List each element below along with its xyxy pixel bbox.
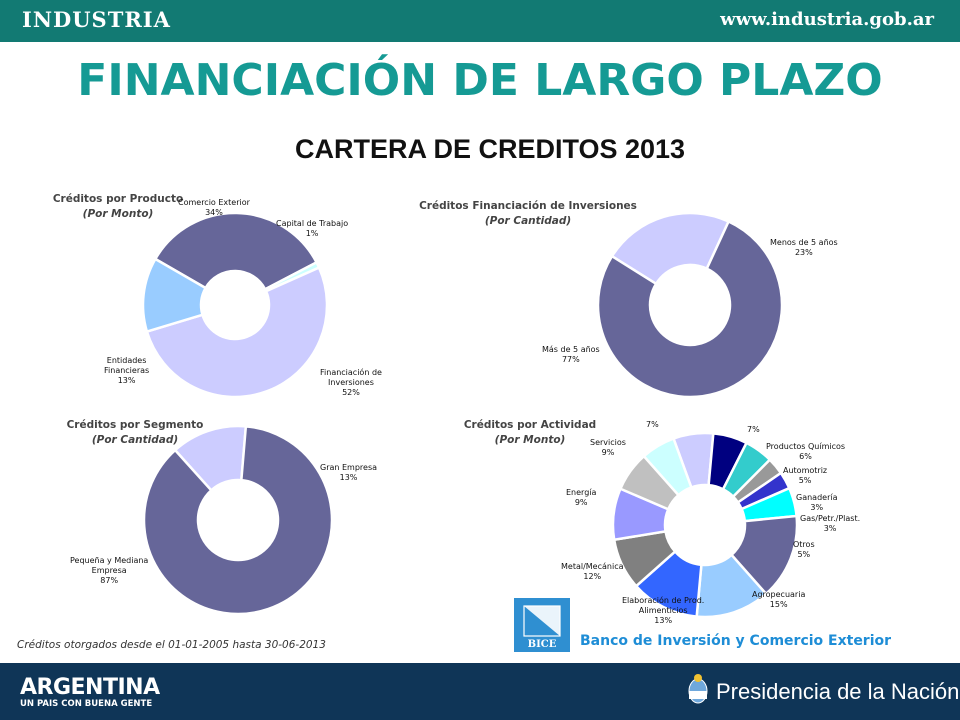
data-label-7pct-b: 7%	[646, 420, 659, 429]
data-label-menos-5-anos: Menos de 5 años 23%	[770, 238, 838, 257]
data-label-mas-5-anos: Más de 5 años 77%	[542, 345, 600, 364]
brand-logo: INDUSTRIA	[22, 7, 171, 32]
data-label-ganaderia: Ganadería 3%	[796, 493, 838, 512]
bank-name: Banco de Inversión y Comercio Exterior	[580, 633, 892, 649]
donut-slice-1-1	[596, 219, 784, 399]
national-shield-icon	[688, 674, 708, 704]
header-bar: INDUSTRIA www.industria.gob.ar	[0, 0, 960, 42]
data-label-energia: Energía 9%	[566, 488, 597, 507]
site-url[interactable]: www.industria.gob.ar	[720, 9, 934, 30]
donut-slice-0-0	[153, 211, 319, 291]
data-label-agropecuaria: Agropecuaria 15%	[752, 590, 806, 609]
footnote: Créditos otorgados desde el 01-01-2005 h…	[17, 639, 326, 651]
data-label-automotriz: Automotriz 5%	[783, 466, 828, 485]
donut-slice-2-1	[142, 424, 334, 616]
argentina-tagline: UN PAIS CON BUENA GENTE	[20, 699, 153, 709]
bice-logo[interactable]: BICE	[514, 598, 570, 652]
data-label-pyme: Pequeña y Mediana Empresa 87%	[70, 556, 149, 585]
page-title: FINANCIACIÓN DE LARGO PLAZO	[77, 55, 883, 106]
footer-bar	[0, 663, 960, 720]
chart-title-producto: Créditos por Producto (Por Monto)	[52, 193, 184, 220]
page-subtitle: CARTERA DE CREDITOS 2013	[294, 134, 686, 164]
chart-title-actividad: Créditos por Actividad (Por Monto)	[463, 419, 597, 446]
data-label-productos-quimicos: Productos Químicos 6%	[766, 442, 846, 461]
donut-slice-0-3	[141, 257, 208, 334]
data-label-otros: Otros 5%	[793, 540, 815, 559]
data-label-metal-mecanica: Metal/Mecánica 12%	[561, 562, 624, 581]
data-label-financiacion-inversiones: Financiación de Inversiones 52%	[320, 368, 382, 397]
bice-logo-text: BICE	[528, 639, 557, 650]
data-label-entidades-financieras: Entidades Financieras 13%	[104, 356, 150, 385]
donut-slice-3-12	[642, 436, 693, 497]
argentina-logo: ARGENTINA	[20, 675, 160, 700]
chart-title-segmento: Créditos por Segmento (Por Cantidad)	[66, 419, 204, 446]
data-label-capital-trabajo: Capital de Trabajo 1%	[276, 219, 349, 238]
data-label-servicios: Servicios 9%	[590, 438, 626, 457]
chart-title-inversiones: Créditos Financiación de Inversiones (Po…	[419, 200, 637, 227]
data-label-gran-empresa: Gran Empresa 13%	[320, 463, 378, 482]
presidency-logo: Presidencia de la Nación	[716, 679, 960, 704]
data-label-gas-petr-plast: Gas/Petr./Plast. 3%	[800, 514, 861, 533]
data-label-7pct-a: 7%	[747, 425, 760, 434]
donut-slice-0-2	[145, 265, 329, 399]
bice-emblem-icon: BICE	[523, 605, 561, 650]
data-label-comercio-exterior: Comercio Exterior 34%	[178, 198, 250, 217]
donut-slice-1-0	[610, 211, 731, 286]
data-label-elaboracion-alimenticios: Elaboración de Prod. Alimenticios 13%	[622, 596, 705, 625]
